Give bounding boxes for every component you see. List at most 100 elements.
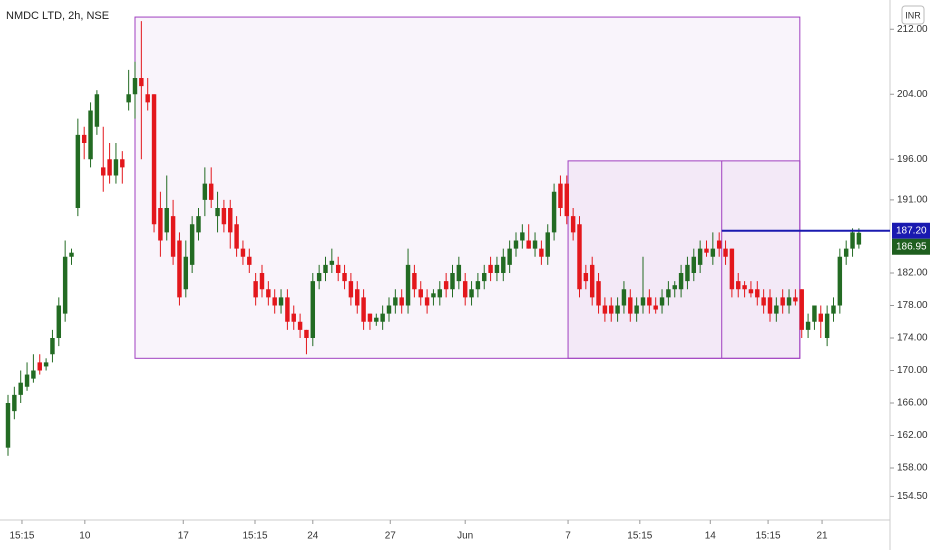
candle-body	[316, 273, 322, 282]
candle-body	[805, 321, 811, 330]
x-tick-label: 7	[565, 531, 571, 542]
x-tick-label: 24	[307, 531, 319, 542]
candle-body	[113, 159, 119, 176]
y-tick-label: 204.00	[897, 89, 928, 100]
candle-body	[513, 240, 519, 249]
candle-body	[659, 297, 665, 306]
candle-body	[228, 208, 233, 233]
candle-body	[5, 403, 11, 448]
candle-body	[786, 297, 792, 306]
candle-body	[691, 256, 697, 273]
candle-body	[101, 167, 106, 176]
currency-label[interactable]: INR	[905, 10, 921, 20]
plot	[5, 21, 862, 456]
candle-body	[170, 216, 176, 257]
candle-body	[570, 216, 576, 233]
candle-body	[729, 248, 735, 290]
x-tick-label: 27	[385, 531, 397, 542]
candle-body	[831, 305, 836, 314]
range-box	[567, 160, 801, 359]
price-label-box	[892, 222, 930, 239]
candle-body	[672, 285, 677, 290]
candle-body	[259, 273, 265, 290]
candle-body	[755, 289, 760, 298]
candle-body	[234, 224, 239, 249]
candle-body	[748, 289, 754, 294]
candle-body	[589, 264, 595, 298]
x-tick-label: 15:15	[756, 531, 781, 542]
candle-body	[685, 264, 690, 282]
candle-body	[507, 248, 512, 265]
candle-body	[208, 183, 214, 200]
candle-body	[120, 159, 125, 168]
candle-body	[596, 281, 601, 306]
candle-body	[558, 183, 563, 208]
candle-body	[583, 273, 589, 282]
candle-body	[628, 297, 633, 314]
candle-body	[539, 248, 544, 257]
candle-body	[253, 281, 258, 298]
candle-body	[736, 281, 741, 290]
candle-body	[310, 281, 316, 338]
y-tick-label: 182.00	[897, 268, 928, 279]
candle-body	[126, 94, 131, 103]
candle-body	[297, 321, 303, 330]
candle-body	[437, 289, 443, 298]
candle-body	[405, 264, 411, 306]
y-tick-label: 170.00	[897, 365, 928, 376]
candle-body	[640, 297, 646, 306]
candle-body	[443, 281, 449, 290]
candle-body	[501, 256, 506, 273]
candle-body	[183, 256, 189, 290]
candle-body	[374, 317, 379, 322]
x-tick-label: 15:15	[242, 531, 267, 542]
candle-body	[304, 329, 309, 338]
candle-body	[177, 240, 182, 298]
candle-body	[678, 273, 684, 290]
candle-body	[532, 240, 538, 249]
candle-body	[132, 78, 138, 95]
candle-body	[94, 94, 100, 127]
candle-body	[329, 260, 335, 265]
candle-body	[704, 248, 709, 253]
candle-body	[37, 362, 42, 371]
candle-body	[666, 289, 671, 298]
candle-body	[647, 297, 652, 306]
candle-body	[482, 273, 487, 282]
candle-body	[520, 232, 525, 241]
candle-body	[742, 285, 747, 290]
candle-body	[393, 297, 398, 306]
chart-title: NMDC LTD, 2h, NSE	[6, 10, 109, 22]
candle-body	[139, 78, 144, 87]
candle-body	[615, 305, 620, 314]
candle-body	[551, 191, 557, 233]
candle-body	[634, 305, 639, 314]
candle-body	[793, 297, 798, 302]
currency-badge[interactable]	[901, 5, 925, 25]
price-label: 186.95	[896, 241, 927, 252]
candle-body	[488, 264, 493, 273]
candle-body	[158, 208, 163, 241]
candle-body	[145, 94, 150, 103]
candle-body	[850, 232, 855, 249]
candle-body	[843, 248, 849, 257]
candle-body	[653, 305, 658, 310]
price-label: 187.20	[896, 225, 927, 236]
candle-body	[291, 313, 296, 322]
x-tick-label: 15:15	[9, 531, 34, 542]
candle-body	[342, 273, 347, 282]
candle-body	[602, 305, 608, 314]
candle-body	[716, 240, 722, 249]
candle-body	[367, 313, 373, 322]
candle-body	[240, 248, 246, 257]
candle-body	[43, 362, 49, 367]
y-tick-label: 166.00	[897, 398, 928, 409]
candle-body	[780, 297, 785, 306]
candle-body	[335, 264, 341, 273]
candle-body	[818, 313, 824, 322]
candle-body	[386, 305, 392, 314]
candle-body	[621, 289, 627, 306]
candle-body	[348, 281, 354, 298]
candle-body	[151, 94, 157, 225]
